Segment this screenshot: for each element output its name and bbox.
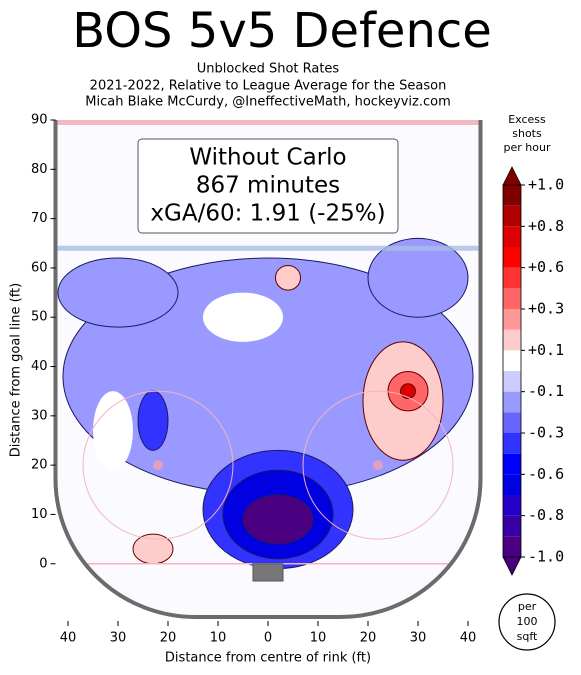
y-tick-label: 20: [31, 458, 48, 473]
colorbar-bin: [503, 371, 521, 392]
annotation: xGA/60: 1.91 (-25%): [150, 201, 385, 227]
y-tick-label: 40: [31, 359, 48, 374]
subtitle: Unblocked Shot Rates: [197, 62, 340, 77]
faceoff-dot: [153, 460, 163, 471]
colorbar-bin: [503, 267, 521, 289]
red-line: [55, 120, 481, 125]
colorbar-bin: [503, 515, 521, 537]
x-tick-label: 40: [60, 631, 77, 646]
x-tick-label: 30: [410, 631, 427, 646]
annotation: Without Carlo: [189, 145, 346, 171]
contour-region: [137, 390, 169, 451]
unit-circle: [498, 593, 556, 651]
faceoff-circle: [82, 390, 234, 540]
colorbar-bin: [503, 474, 521, 495]
y-tick-label: 0: [39, 556, 47, 571]
y-axis-label: Distance from goal line (ft): [9, 283, 24, 457]
contour-region: [242, 494, 314, 545]
y-tick-label: 10: [31, 507, 48, 522]
colorbar-tick-label: +1.0: [528, 176, 564, 194]
colorbar-bin: [503, 288, 521, 309]
contour-region: [367, 237, 469, 318]
colorbar-tick-label: +0.1: [528, 341, 564, 359]
unit-label: per: [518, 600, 537, 613]
colorbar-tick-label: -0.3: [528, 424, 564, 442]
colorbar-extend-bottom: [502, 556, 522, 576]
colorbar-title: per hour: [504, 141, 551, 154]
faceoff-dot: [373, 460, 383, 471]
y-tick-label: 70: [31, 211, 48, 226]
unit-label: 100: [517, 615, 538, 628]
colorbar-bin: [503, 329, 521, 351]
colorbar-title: shots: [512, 127, 542, 140]
colorbar-bin: [503, 185, 521, 206]
colorbar-bin: [503, 309, 521, 330]
colorbar-bin: [503, 391, 521, 413]
unit-label: sqft: [517, 630, 538, 643]
colorbar-tick-label: -0.1: [528, 382, 564, 400]
colorbar-bin: [503, 433, 521, 454]
subtitle: 2021-2022, Relative to League Average fo…: [90, 79, 447, 94]
colorbar-bin: [503, 205, 521, 227]
contour-region: [57, 257, 179, 328]
x-tick-label: 20: [160, 631, 177, 646]
colorbar-tick-label: +0.6: [528, 258, 564, 276]
colorbar-tick-label: +0.8: [528, 217, 564, 235]
x-tick-label: 10: [310, 631, 327, 646]
y-tick-label: 60: [31, 260, 48, 275]
contour-region: [400, 383, 416, 400]
chart-title: BOS 5v5 Defence: [72, 3, 492, 59]
subtitle: Micah Blake McCurdy, @IneffectiveMath, h…: [85, 95, 451, 110]
annotation: 867 minutes: [196, 173, 340, 199]
annotation-box: [137, 138, 399, 234]
colorbar-tick-label: -0.8: [528, 506, 564, 524]
faceoff-circle: [302, 390, 454, 540]
colorbar-bin: [503, 453, 521, 475]
y-tick-label: 90: [31, 113, 48, 128]
contour-region: [275, 264, 301, 291]
x-tick-label: 40: [460, 631, 477, 646]
colorbar-tick-label: +0.3: [528, 300, 564, 318]
blue-line: [55, 245, 481, 251]
y-tick-label: 30: [31, 408, 48, 423]
colorbar-bin: [503, 247, 521, 268]
colorbar-bin: [503, 350, 521, 371]
colorbar-title: Excess: [508, 113, 546, 126]
contour-region: [93, 391, 133, 471]
colorbar-bin: [503, 536, 521, 557]
colorbar-frame: [502, 184, 522, 558]
x-tick-label: 30: [110, 631, 127, 646]
colorbar-bin: [503, 495, 521, 516]
y-tick-label: 50: [31, 310, 48, 325]
colorbar-tick-label: -0.6: [528, 465, 564, 483]
boards: [53, 120, 483, 619]
net: [252, 563, 284, 582]
contour-region: [203, 292, 283, 342]
colorbar-bin: [503, 226, 521, 247]
colorbar-extend-top: [502, 166, 522, 186]
x-axis-label: Distance from centre of rink (ft): [165, 651, 371, 666]
x-tick-label: 20: [360, 631, 377, 646]
contour-layer: [55, 120, 481, 570]
colorbar-bin: [503, 412, 521, 433]
y-tick-label: 80: [31, 162, 48, 177]
x-tick-label: 10: [210, 631, 227, 646]
colorbar-tick-label: -1.0: [528, 548, 564, 566]
x-tick-label: 0: [264, 631, 272, 646]
